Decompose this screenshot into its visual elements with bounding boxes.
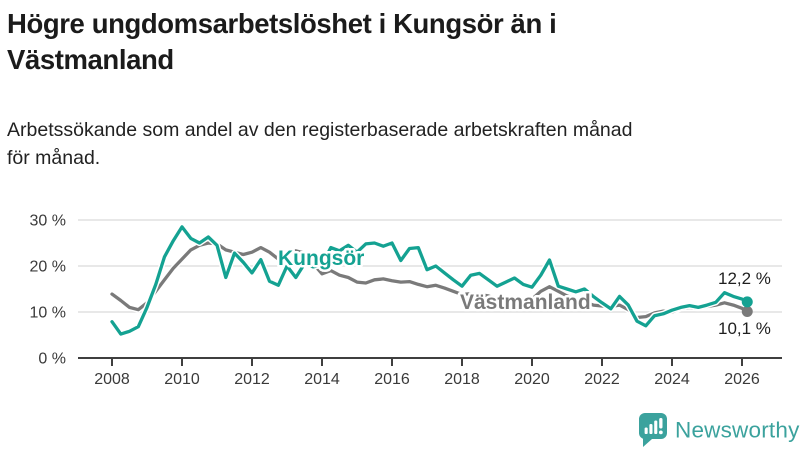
x-tick-label: 2012 bbox=[234, 371, 270, 388]
y-tick-label: 20 % bbox=[30, 259, 66, 276]
newsworthy-wordmark: Newsworthy bbox=[675, 418, 800, 443]
newsworthy-logo[interactable]: Newsworthy bbox=[634, 409, 800, 449]
x-tick-label: 2014 bbox=[304, 371, 340, 388]
title-line-2: Västmanland bbox=[7, 44, 174, 75]
x-tick-label: 2026 bbox=[724, 371, 760, 388]
line-casing bbox=[108, 239, 751, 321]
x-tick-label: 2024 bbox=[654, 371, 690, 388]
end-value-vastmanland: 10,1 % bbox=[718, 319, 771, 338]
x-tick-label: 2008 bbox=[94, 371, 130, 388]
x-tick-label: 2018 bbox=[444, 371, 480, 388]
x-tick-label: 2020 bbox=[514, 371, 550, 388]
end-dot-kungsor bbox=[741, 296, 753, 308]
series-lines bbox=[108, 223, 753, 338]
y-axis-labels: 0 % 10 % 20 % 30 % bbox=[30, 213, 66, 368]
annotations: Kungsör Västmanland 12,2 % 10,1 % bbox=[276, 245, 771, 339]
y-tick-label: 10 % bbox=[30, 305, 66, 322]
end-dot-vastmanland bbox=[741, 306, 753, 318]
series-label-kungsor: Kungsör bbox=[278, 247, 364, 270]
x-tick-label: 2016 bbox=[374, 371, 410, 388]
newsworthy-icon bbox=[639, 413, 667, 447]
series-label-vastmanland: Västmanland bbox=[460, 291, 591, 314]
line-vastmanland bbox=[110, 241, 749, 320]
subtitle-line-1: Arbetssökande som andel av den registerb… bbox=[7, 119, 633, 141]
line-kungsor bbox=[110, 225, 749, 336]
y-tick-label: 0 % bbox=[38, 351, 66, 368]
page-title: Högre ungdomsarbetslöshet i Kungsör än i… bbox=[7, 6, 557, 78]
title-line-1: Högre ungdomsarbetslöshet i Kungsör än i bbox=[7, 8, 557, 39]
x-tick-label: 2010 bbox=[164, 371, 200, 388]
end-value-kungsor: 12,2 % bbox=[718, 269, 771, 288]
y-tick-label: 30 % bbox=[30, 213, 66, 230]
subtitle-line-2: för månad. bbox=[7, 147, 101, 169]
x-axis: 2008 2010 2012 2014 2016 2018 2020 2022 2024 2026 bbox=[78, 357, 782, 388]
chart-subtitle: Arbetssökande som andel av den registerb… bbox=[7, 116, 632, 172]
x-tick-label: 2022 bbox=[584, 371, 620, 388]
